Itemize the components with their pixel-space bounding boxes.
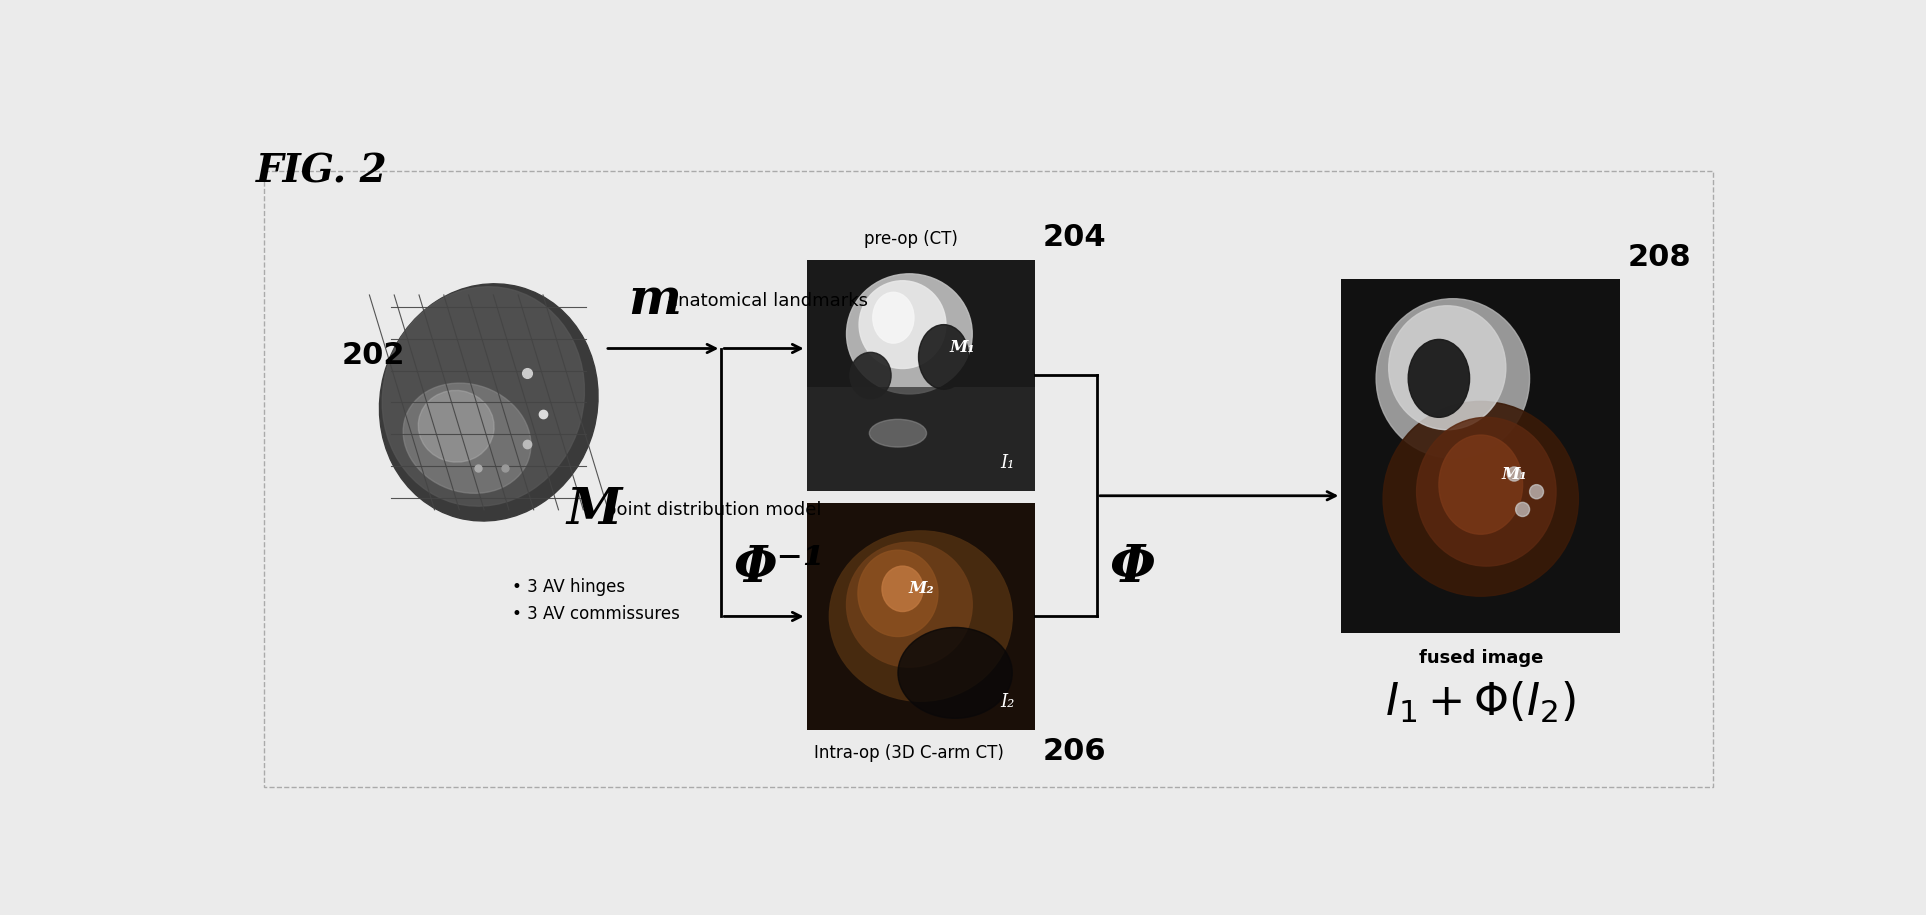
Ellipse shape	[1408, 339, 1470, 417]
Ellipse shape	[859, 281, 946, 369]
Text: I₁: I₁	[1000, 454, 1015, 472]
Ellipse shape	[418, 391, 495, 462]
Text: • 3 AV commissures: • 3 AV commissures	[512, 605, 680, 623]
Ellipse shape	[919, 325, 969, 389]
Ellipse shape	[872, 292, 915, 343]
Bar	[807, 387, 1034, 491]
Text: 204: 204	[1042, 223, 1107, 253]
Ellipse shape	[379, 284, 599, 521]
Ellipse shape	[1529, 485, 1543, 499]
Text: pre-op (CT): pre-op (CT)	[863, 231, 957, 248]
Ellipse shape	[847, 543, 973, 667]
Text: M₂: M₂	[907, 580, 934, 597]
Text: Φ: Φ	[1109, 542, 1156, 593]
Ellipse shape	[869, 419, 926, 447]
Ellipse shape	[1389, 306, 1506, 430]
Text: Intra-op (3D C-arm CT): Intra-op (3D C-arm CT)	[815, 744, 1003, 761]
Ellipse shape	[1439, 435, 1523, 534]
Text: $I_1 + \Phi(I_2)$: $I_1 + \Phi(I_2)$	[1385, 680, 1575, 725]
Ellipse shape	[857, 550, 938, 637]
Text: fused image: fused image	[1419, 649, 1543, 667]
Text: M₁: M₁	[950, 339, 975, 356]
Text: 208: 208	[1627, 242, 1691, 272]
Ellipse shape	[849, 352, 892, 399]
Ellipse shape	[1418, 417, 1556, 566]
Ellipse shape	[1375, 298, 1529, 458]
Ellipse shape	[830, 531, 1013, 701]
Text: FIG. 2: FIG. 2	[256, 152, 387, 190]
Bar	[807, 502, 1034, 729]
Ellipse shape	[882, 566, 923, 611]
Ellipse shape	[847, 274, 973, 394]
Text: Φ⁻¹: Φ⁻¹	[734, 544, 824, 593]
Ellipse shape	[1383, 402, 1579, 597]
Text: I₂: I₂	[1000, 694, 1015, 711]
Text: 202: 202	[341, 340, 404, 370]
Text: anatomical landmarks: anatomical landmarks	[666, 292, 869, 310]
Text: m: m	[628, 276, 682, 325]
Bar	[264, 171, 1714, 788]
Bar	[1340, 279, 1620, 633]
Text: point distribution model: point distribution model	[605, 501, 822, 519]
Text: • 3 AV hinges: • 3 AV hinges	[512, 578, 626, 597]
Ellipse shape	[898, 628, 1013, 718]
Ellipse shape	[381, 286, 584, 506]
Ellipse shape	[1508, 467, 1522, 481]
Bar	[807, 260, 1034, 491]
Ellipse shape	[403, 383, 532, 493]
Text: M₁: M₁	[1502, 466, 1527, 482]
Ellipse shape	[1516, 502, 1529, 516]
Text: M: M	[566, 486, 622, 534]
Text: 206: 206	[1042, 737, 1107, 767]
